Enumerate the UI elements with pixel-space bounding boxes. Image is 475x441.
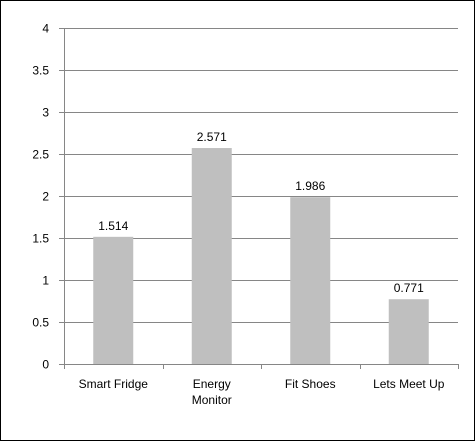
x-tick-label: Energy xyxy=(193,377,231,391)
bar xyxy=(191,148,232,364)
x-tick-label: Lets Meet Up xyxy=(373,377,445,391)
bar xyxy=(388,299,429,364)
data-label: 2.571 xyxy=(197,130,227,144)
y-tick-label: 2 xyxy=(42,190,49,204)
bar xyxy=(93,236,134,364)
y-tick-label: 2.5 xyxy=(32,148,49,162)
x-tick-label: Monitor xyxy=(192,393,232,407)
bar xyxy=(290,197,331,364)
y-tick-label: 1.5 xyxy=(32,232,49,246)
y-tick-label: 1 xyxy=(42,274,49,288)
data-label: 0.771 xyxy=(394,281,424,295)
y-tick-label: 3.5 xyxy=(32,64,49,78)
y-tick-label: 3 xyxy=(42,106,49,120)
data-label: 1.986 xyxy=(295,179,325,193)
x-tick-label: Smart Fridge xyxy=(79,377,149,391)
y-tick-label: 0 xyxy=(42,358,49,372)
y-tick-label: 4 xyxy=(42,22,49,36)
x-tick-label: Fit Shoes xyxy=(285,377,336,391)
y-tick-label: 0.5 xyxy=(32,316,49,330)
data-label: 1.514 xyxy=(98,219,128,233)
